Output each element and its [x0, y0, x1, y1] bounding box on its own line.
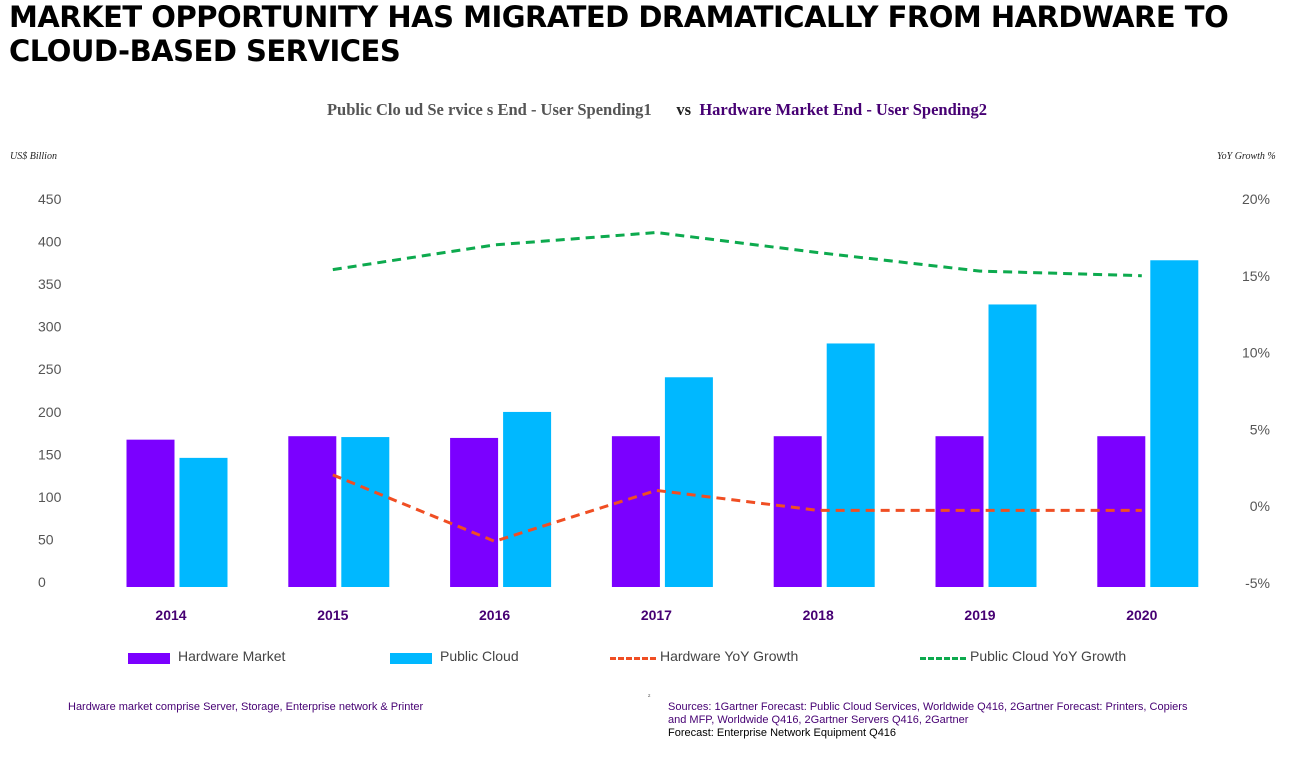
- x-tick-label: 2015: [317, 607, 348, 623]
- y-tick-label: 150: [38, 446, 62, 462]
- sources-last-line: Forecast: Enterprise Network Equipment Q…: [668, 727, 897, 739]
- bar-hardware-2016: [450, 437, 499, 587]
- bar-hardware-2015: [288, 436, 337, 587]
- sources-text: Sources: 1Gartner Forecast: Public Cloud…: [668, 701, 1188, 726]
- legend-swatch-cloud: [390, 653, 432, 664]
- hardware-footnote: Hardware market comprise Server, Storage…: [68, 701, 424, 713]
- left-axis-unit: US$ Billion: [10, 151, 57, 162]
- y-tick-label: 350: [38, 276, 62, 292]
- right-axis-unit: YoY Growth %: [1217, 151, 1276, 162]
- y2-tick-label: -5%: [1245, 575, 1270, 591]
- y-tick-label: 100: [38, 489, 62, 505]
- legend-dash-hardware-growth: [610, 657, 656, 660]
- bar-cloud-2020: [1150, 260, 1199, 587]
- combo-chart: 450 400 350 300 250 200 150 100 50 0 20% 15% 10% 5% 0%…: [38, 191, 1270, 623]
- x-tick-label: 2014: [155, 607, 186, 623]
- bar-hardware-2017: [611, 436, 660, 587]
- footnote-mark: ²: [648, 694, 651, 701]
- bar-cloud-2016: [503, 411, 552, 587]
- y2-tick-label: 15%: [1242, 268, 1270, 284]
- x-tick-label: 2020: [1126, 607, 1157, 623]
- bar-hardware-2018: [773, 436, 822, 587]
- sources-note: Sources: 1Gartner Forecast: Public Cloud…: [668, 701, 1198, 740]
- y2-tick-label: 5%: [1250, 421, 1270, 437]
- y2-tick-label: 0%: [1250, 498, 1270, 514]
- subtitle-cloud-spending: Public Clo ud Se rvice s End - User Spen…: [326, 100, 652, 119]
- y-tick-label: 450: [38, 191, 62, 207]
- subtitle-vs: vs: [676, 100, 692, 119]
- y-tick-label: 300: [38, 319, 62, 335]
- x-tick-label: 2019: [964, 607, 995, 623]
- bar-cloud-2015: [341, 437, 390, 587]
- x-tick-label: 2017: [641, 607, 672, 623]
- bar-cloud-2014: [179, 457, 228, 587]
- bar-cloud-2019: [988, 304, 1037, 587]
- y-tick-label: 400: [38, 234, 62, 250]
- subtitle-hardware-spending: Hardware Market End - User Spending2: [699, 100, 988, 119]
- y2-tick-label: 10%: [1242, 345, 1270, 361]
- y-tick-label: 0: [38, 574, 46, 590]
- page-title: MARKET OPPORTUNITY HAS MIGRATED DRAMATIC…: [9, 0, 1229, 68]
- line-cloud-yoy-growth: [332, 230, 1142, 278]
- line-hardware-yoy-growth: [332, 473, 1142, 543]
- legend-label-hardware: Hardware Market: [178, 648, 286, 664]
- chart-subtitle: Public Clo ud Se rvice s End - User Spen…: [0, 100, 1314, 120]
- bar-cloud-2017: [664, 377, 713, 587]
- bar-cloud-2018: [826, 343, 875, 587]
- legend-swatch-hardware: [128, 653, 170, 664]
- y-tick-label: 250: [38, 361, 62, 377]
- bar-hardware-2014: [126, 439, 175, 587]
- legend-label-cloud: Public Cloud: [440, 648, 519, 664]
- legend-label-cloud-growth: Public Cloud YoY Growth: [970, 648, 1127, 664]
- y2-tick-label: 20%: [1242, 191, 1270, 207]
- x-tick-label: 2016: [479, 607, 510, 623]
- y-tick-label: 50: [38, 531, 54, 547]
- y-tick-label: 200: [38, 404, 62, 420]
- x-tick-label: 2018: [803, 607, 834, 623]
- legend-label-hardware-growth: Hardware YoY Growth: [660, 648, 799, 664]
- legend-dash-cloud-growth: [920, 657, 966, 660]
